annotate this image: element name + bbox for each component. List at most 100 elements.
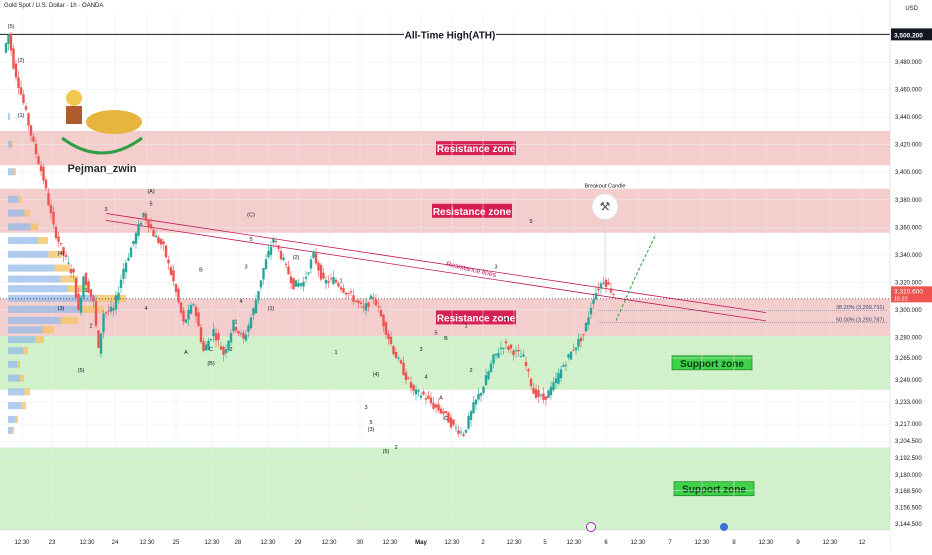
wave-label: 1 [234,320,237,326]
time-tick-label: 12:30 [260,540,276,546]
candle-body [587,317,590,325]
candle-body [484,375,488,386]
candle-body [467,416,470,429]
candle-body [127,257,130,261]
candle-body [452,419,455,425]
candle-body [177,288,180,303]
candle-body [364,303,368,311]
breakout-label: Breakout Candle [585,184,626,190]
candle-body [582,334,585,336]
time-axis[interactable]: 12:30 23 12:30 24 12:30 25 12:30 28 12:30 29 12:30… [0,522,890,551]
candle-body [542,393,545,400]
support-zone-label: Support zone [682,485,746,496]
candle-body [14,63,18,78]
candle-body [569,351,573,360]
candle-body [497,353,500,358]
current-price-countdown: 15:22 [894,296,908,302]
volume-profile-bar [8,140,12,148]
candle-body [32,136,35,142]
price-tick-label: 3,265.000 [895,356,922,362]
candle-body [134,232,138,244]
candle-body [227,340,230,351]
candle-body [544,396,548,400]
time-tick-label: 12:30 [822,540,838,546]
volume-profile-bar [8,360,17,368]
time-tick-label: 12:30 [321,540,337,546]
time-tick-label: 25 [173,540,180,546]
author-name: Pejman_zwin [67,163,136,175]
support-zone-band [0,335,890,390]
candle-body [492,354,495,364]
logo-swoosh [61,136,143,155]
candle-body [374,299,378,306]
candle-body [429,397,433,404]
candle-body [119,279,123,288]
candle-body [192,304,195,306]
volume-profile-bar-highlight [54,264,70,272]
candle-body [479,392,483,396]
candle-body [34,143,38,155]
time-tick-label: 12:30 [758,540,774,546]
candle-body [369,295,373,300]
candle-body [52,211,55,225]
candle-body [257,290,260,301]
candle-body [424,398,428,400]
time-tick-label: 12:30 [204,540,220,546]
time-tick-label: 28 [235,540,242,546]
support-zone-label: Support zone [680,359,744,370]
ath-price-tag [891,28,932,41]
candle-body [602,282,605,284]
candle-body [124,262,128,273]
candle-body [7,34,10,45]
volume-profile-bar [8,326,43,334]
volume-profile-bar-highlight [80,305,104,313]
candle-body [352,295,355,302]
candle-body [482,386,485,393]
candle-body [329,278,333,280]
candle-body [67,262,70,264]
candle-body [167,259,170,264]
candle-body [577,338,580,347]
candle-body [279,250,283,260]
candle-body [122,269,125,279]
flag-icon[interactable] [720,523,728,531]
candle-body [459,431,463,433]
wave-label: 2 [469,368,472,374]
event-icon[interactable] [586,522,596,532]
current-price-value: 3,310.600 [894,288,923,295]
candle-body [527,369,530,372]
wave-label: 3 [104,207,107,213]
volume-profile-bar [8,237,38,245]
candle-body [407,377,410,379]
time-tick-label: 8 [732,540,736,546]
currency-label[interactable]: USD [905,6,918,12]
candle-body [217,333,220,341]
candle-body [592,299,595,304]
candle-body [359,302,363,305]
candle-body [589,307,593,315]
candle-body [232,319,235,331]
price-axis[interactable]: 3,480.000 3,460.000 3,440.000 3,420.000 3,40… [889,0,932,550]
wave-label: A [184,350,188,356]
volume-profile-bar [8,305,80,313]
candle-body [284,263,288,265]
volume-profile-bar-highlight [42,326,54,334]
candle-body [102,313,105,333]
candle-body [572,349,575,351]
volume-profile-bar [8,402,22,410]
candle-body [57,236,60,242]
candle-body [444,411,448,413]
candle-body [327,281,330,283]
candle-body [477,394,480,400]
candle-body [414,389,418,395]
candle-body [334,279,338,283]
chart-title: Gold Spot / U.S. Dollar · 1h · OANDA [4,3,104,9]
support-zone-label-bg [671,355,753,371]
candle-body [179,302,183,313]
candle-body [77,293,80,310]
time-tick-label: 12:30 [79,540,95,546]
volume-profile-bar [8,285,68,293]
price-tick-label: 3,249.000 [895,378,922,384]
wave-label: (2) [18,58,25,64]
